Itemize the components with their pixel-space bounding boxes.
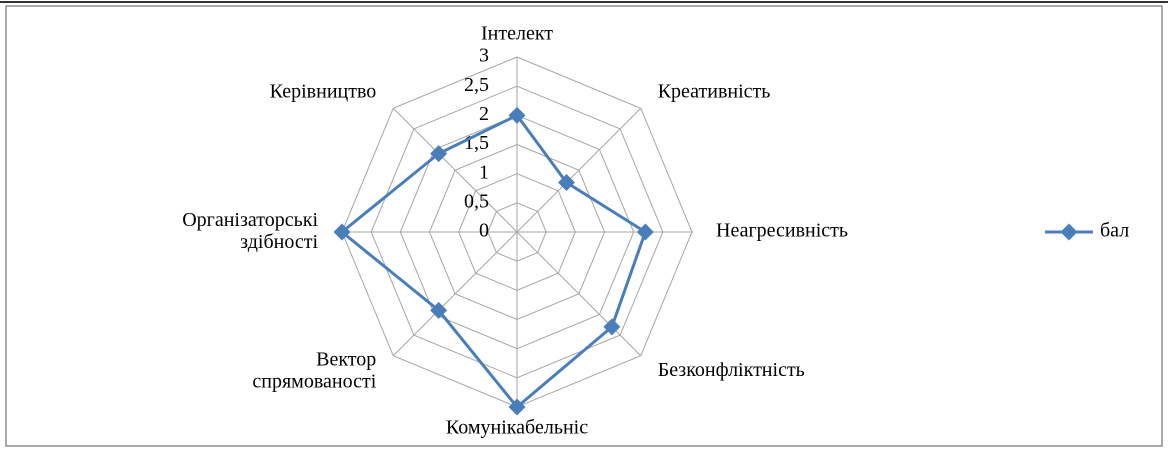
category-label: Інтелект (481, 23, 553, 45)
category-label: Організаторські здібності (182, 209, 318, 253)
spoke (516, 231, 642, 357)
spoke (516, 107, 642, 233)
frame (5, 5, 1163, 447)
tick-label: 2,5 (464, 74, 489, 96)
data-marker (430, 145, 448, 163)
category-label: Керівництво (270, 80, 377, 102)
legend-label: бал (1100, 220, 1129, 242)
data-marker (508, 398, 526, 416)
category-label: Вектор спрямованості (252, 348, 376, 392)
data-marker (508, 106, 526, 124)
category-label: Креативність (658, 80, 771, 102)
data-marker (333, 223, 351, 241)
spoke (392, 231, 518, 357)
tick-label: 1 (479, 161, 489, 183)
spoke (392, 107, 518, 233)
tick-label: 2 (479, 103, 489, 125)
data-marker (636, 223, 654, 241)
tick-label: 3 (479, 45, 489, 67)
data-marker (430, 301, 448, 319)
category-label: Комунікабельніс (446, 417, 588, 439)
category-label: Неагресивність (716, 220, 848, 242)
tick-label: 0,5 (464, 190, 489, 212)
category-label: Безконфліктність (658, 359, 805, 381)
data-marker (603, 318, 621, 336)
tick-label: 0 (479, 220, 489, 242)
